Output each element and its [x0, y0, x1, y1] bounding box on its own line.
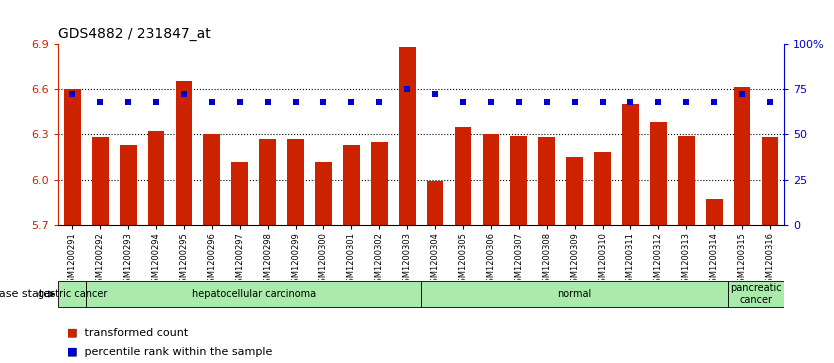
Point: [122, 99, 135, 105]
Bar: [371, 142, 388, 225]
Bar: [566, 157, 583, 225]
Point: [707, 99, 721, 105]
Text: ■: ■: [67, 347, 78, 357]
Bar: [64, 89, 81, 225]
Bar: [58, 281, 86, 307]
Bar: [315, 162, 332, 225]
Bar: [734, 87, 751, 225]
Bar: [203, 134, 220, 225]
Bar: [594, 152, 611, 225]
Bar: [706, 199, 722, 225]
Point: [233, 99, 246, 105]
Point: [317, 99, 330, 105]
Point: [456, 99, 470, 105]
Point: [261, 99, 274, 105]
Point: [400, 86, 414, 92]
Bar: [148, 131, 164, 225]
Bar: [510, 136, 527, 225]
Point: [540, 99, 554, 105]
Bar: [483, 134, 500, 225]
Bar: [455, 127, 471, 225]
Bar: [427, 181, 444, 225]
Point: [595, 99, 609, 105]
Point: [736, 91, 749, 97]
Text: normal: normal: [558, 289, 592, 299]
Text: ■  percentile rank within the sample: ■ percentile rank within the sample: [67, 347, 272, 357]
Bar: [622, 104, 639, 225]
Text: ■  transformed count: ■ transformed count: [67, 327, 188, 337]
Bar: [421, 281, 728, 307]
Point: [93, 99, 107, 105]
Bar: [287, 139, 304, 225]
Point: [680, 99, 693, 105]
Text: gastric cancer: gastric cancer: [38, 289, 107, 299]
Bar: [120, 145, 137, 225]
Point: [66, 91, 79, 97]
Point: [178, 91, 191, 97]
Point: [568, 99, 581, 105]
Bar: [92, 137, 108, 225]
Bar: [650, 122, 666, 225]
Bar: [86, 281, 421, 307]
Bar: [343, 145, 359, 225]
Point: [205, 99, 219, 105]
Bar: [539, 137, 555, 225]
Point: [289, 99, 302, 105]
Bar: [761, 137, 778, 225]
Point: [624, 99, 637, 105]
Bar: [728, 281, 784, 307]
Point: [651, 99, 665, 105]
Point: [344, 99, 358, 105]
Text: disease state: disease state: [0, 289, 50, 299]
Point: [512, 99, 525, 105]
Point: [149, 99, 163, 105]
Text: ■: ■: [67, 327, 78, 337]
Point: [373, 99, 386, 105]
Point: [485, 99, 498, 105]
Bar: [259, 139, 276, 225]
Text: hepatocellular carcinoma: hepatocellular carcinoma: [192, 289, 316, 299]
Text: pancreatic
cancer: pancreatic cancer: [731, 283, 781, 305]
Bar: [231, 162, 249, 225]
Bar: [176, 81, 193, 225]
Bar: [678, 136, 695, 225]
Point: [429, 91, 442, 97]
Bar: [399, 46, 415, 225]
Text: GDS4882 / 231847_at: GDS4882 / 231847_at: [58, 27, 211, 41]
Point: [763, 99, 776, 105]
